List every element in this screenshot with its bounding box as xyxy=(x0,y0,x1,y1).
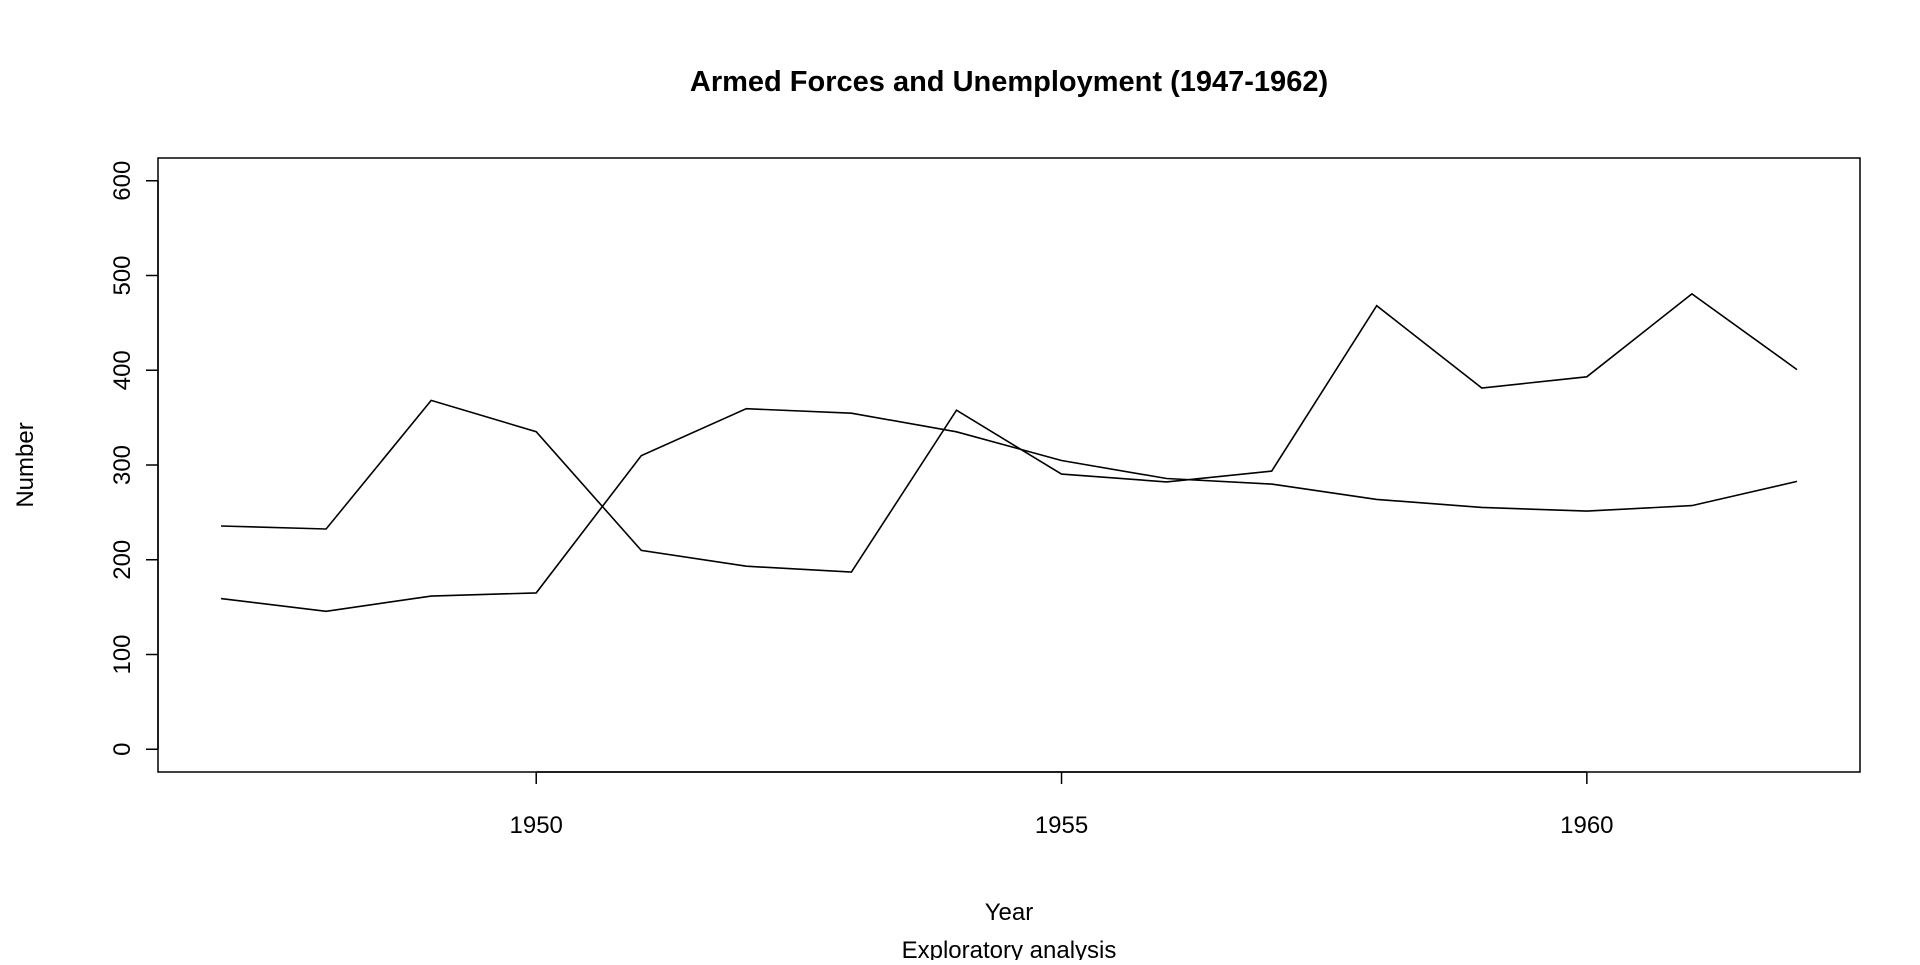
x-axis-label: Year xyxy=(985,899,1034,926)
series-line-unemployed xyxy=(220,292,1798,573)
y-tick-label: 500 xyxy=(109,255,136,295)
x-tick-label: 1950 xyxy=(510,812,563,839)
x-tick-label: 1955 xyxy=(1035,812,1088,839)
plot-area-border xyxy=(157,157,1861,773)
y-axis-label: Number xyxy=(12,422,39,507)
y-tick-label: 200 xyxy=(109,540,136,580)
chart-subtitle: Exploratory analysis xyxy=(902,937,1117,960)
chart-title: Armed Forces and Unemployment (1947-1962… xyxy=(690,66,1328,98)
y-tick-label: 300 xyxy=(109,445,136,485)
y-tick-label: 0 xyxy=(109,743,136,756)
y-axis: 0 100 200 300 400 500 600 xyxy=(109,161,159,756)
x-axis: 1950 1955 1960 xyxy=(510,771,1614,839)
y-tick-label: 400 xyxy=(109,350,136,390)
x-tick-label: 1960 xyxy=(1560,812,1613,839)
series-line-armed-forces xyxy=(220,407,1798,613)
series-group xyxy=(220,292,1798,613)
y-tick-label: 600 xyxy=(109,161,136,201)
y-tick-label: 100 xyxy=(109,634,136,674)
